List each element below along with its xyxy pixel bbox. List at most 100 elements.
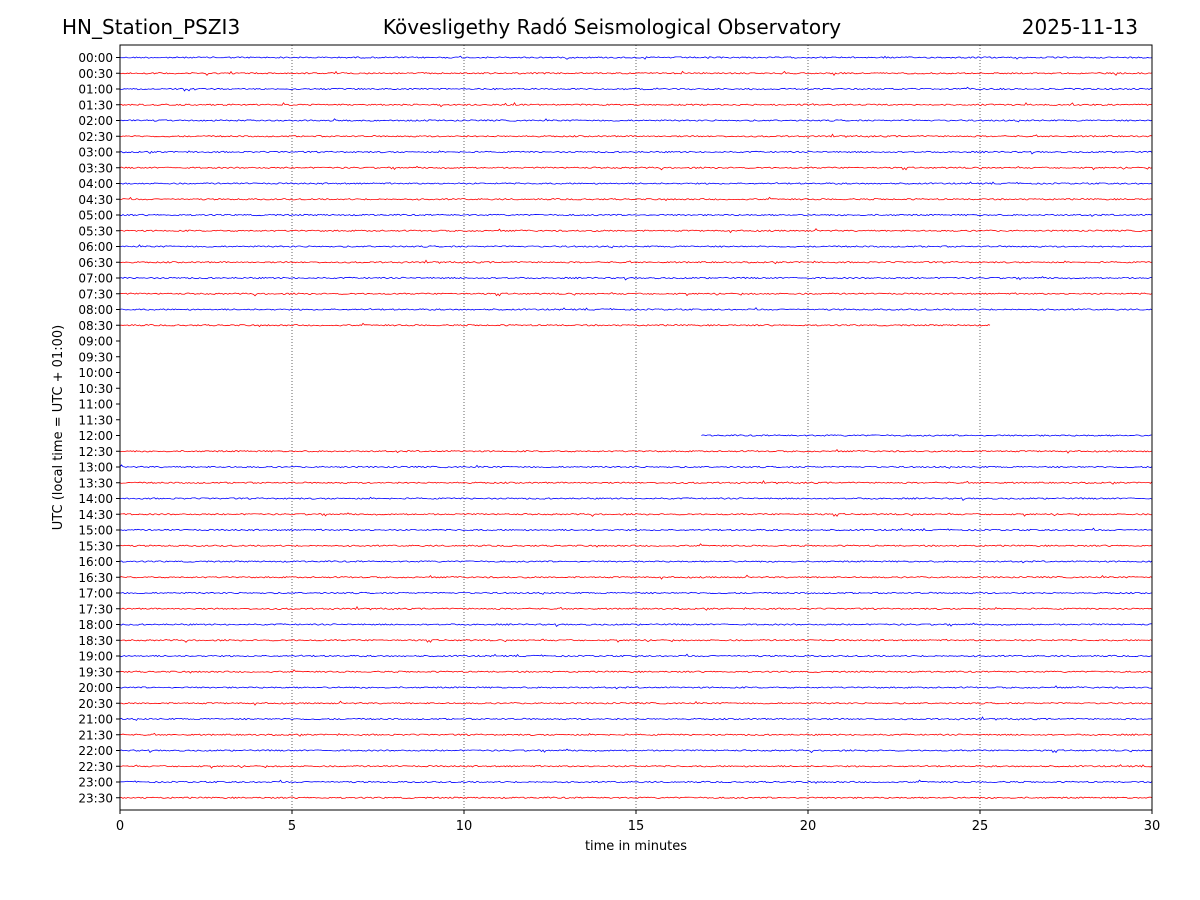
y-tick-label: 06:00 — [78, 240, 113, 254]
y-tick-label: 20:30 — [78, 697, 113, 711]
y-tick-label: 13:30 — [78, 476, 113, 490]
y-tick-label: 23:00 — [78, 776, 113, 790]
y-tick-label: 12:30 — [78, 445, 113, 459]
y-tick-label: 01:30 — [78, 98, 113, 112]
y-tick-label: 02:00 — [78, 114, 113, 128]
y-tick-label: 06:30 — [78, 256, 113, 270]
y-tick-label: 19:00 — [78, 650, 113, 664]
trace-0000 — [119, 55, 1153, 60]
trace-2000 — [119, 685, 1153, 690]
y-tick-label: 17:30 — [78, 602, 113, 616]
trace-0500 — [119, 213, 1153, 217]
y-tick-label: 22:30 — [78, 760, 113, 774]
trace-1500 — [119, 527, 1153, 532]
y-tick-label: 18:00 — [78, 618, 113, 632]
x-tick-label: 0 — [116, 819, 124, 834]
trace-2100 — [119, 716, 1153, 721]
trace-0730 — [119, 292, 1153, 297]
y-tick-label: 21:30 — [78, 728, 113, 742]
trace-1600 — [119, 560, 1153, 564]
trace-0800 — [119, 307, 1153, 311]
y-tick-label: 13:00 — [78, 461, 113, 475]
y-tick-label: 12:00 — [78, 429, 113, 443]
trace-0400 — [119, 181, 1153, 185]
trace-0700 — [119, 276, 1153, 281]
y-tick-label: 11:00 — [78, 398, 113, 412]
trace-0300 — [119, 150, 1153, 155]
y-tick-label: 01:00 — [78, 83, 113, 97]
y-tick-label: 07:00 — [78, 272, 113, 286]
x-axis: 0 5 10 15 20 25 30 — [116, 810, 1160, 834]
chart-header: HN_Station_PSZI3 Kövesligethy Radó Seism… — [0, 0, 1200, 45]
y-tick-label: 10:30 — [78, 382, 113, 396]
y-tick-label: 09:30 — [78, 350, 113, 364]
y-tick-label: 19:30 — [78, 665, 113, 679]
y-tick-label: 15:00 — [78, 524, 113, 538]
trace-1930 — [119, 669, 1153, 674]
trace-1330 — [119, 479, 1153, 485]
trace-1400 — [119, 496, 1153, 502]
y-tick-label: 05:00 — [78, 209, 113, 223]
trace-1830 — [119, 638, 1153, 643]
y-tick-label: 14:30 — [78, 508, 113, 522]
trace-0200 — [119, 118, 1153, 123]
trace-2130 — [119, 732, 1153, 737]
trace-2330 — [119, 796, 1153, 799]
y-tick-label: 00:30 — [78, 67, 113, 81]
y-tick-label: 18:30 — [78, 634, 113, 648]
y-tick-label: 04:00 — [78, 177, 113, 191]
trace-1430 — [119, 512, 1153, 517]
trace-1700 — [119, 591, 1153, 595]
y-tick-label: 07:30 — [78, 287, 113, 301]
y-tick-label: 16:30 — [78, 571, 113, 585]
y-tick-label: 02:30 — [78, 130, 113, 144]
y-tick-label: 17:00 — [78, 587, 113, 601]
y-tick-label: 11:30 — [78, 413, 113, 427]
gridlines — [291, 45, 981, 810]
trace-1900 — [119, 653, 1153, 658]
y-tick-label: 21:00 — [78, 713, 113, 727]
y-tick-label: 04:30 — [78, 193, 113, 207]
y-tick-label: 10:00 — [78, 366, 113, 380]
trace-1530 — [119, 543, 1153, 548]
y-tick-label: 05:30 — [78, 224, 113, 238]
x-axis-label: time in minutes — [585, 839, 687, 854]
trace-0830 — [119, 322, 991, 328]
y-axis-label: UTC (local time = UTC + 01:00) — [51, 325, 66, 530]
x-tick-label: 25 — [972, 819, 989, 834]
x-tick-label: 10 — [456, 819, 473, 834]
trace-0430 — [119, 196, 1153, 202]
y-tick-label: 20:00 — [78, 681, 113, 695]
trace-0030 — [119, 70, 1153, 76]
trace-1630 — [119, 574, 1153, 580]
x-tick-label: 30 — [1144, 819, 1161, 834]
traces — [119, 55, 1153, 799]
trace-0130 — [119, 101, 1153, 108]
x-tick-label: 15 — [628, 819, 645, 834]
y-tick-label: 03:30 — [78, 161, 113, 175]
y-tick-label: 03:00 — [78, 146, 113, 160]
y-tick-label: 22:00 — [78, 744, 113, 758]
y-tick-label: 08:30 — [78, 319, 113, 333]
trace-1230 — [119, 449, 1153, 454]
x-tick-label: 20 — [800, 819, 817, 834]
trace-0330 — [119, 165, 1153, 171]
trace-1730 — [119, 605, 1153, 611]
y-tick-label: 09:00 — [78, 335, 113, 349]
y-tick-label: 00:00 — [78, 51, 113, 65]
trace-2200 — [119, 748, 1153, 754]
y-tick-label: 23:30 — [78, 791, 113, 805]
trace-1300 — [119, 464, 1153, 469]
chart-date: 2025-11-13 — [1021, 15, 1138, 39]
y-tick-label: 08:00 — [78, 303, 113, 317]
x-tick-label: 5 — [288, 819, 296, 834]
station-name: HN_Station_PSZI3 — [62, 15, 241, 39]
y-tick-label: 16:00 — [78, 555, 113, 569]
trace-1800 — [119, 622, 1153, 628]
trace-0630 — [119, 259, 1153, 265]
trace-0530 — [119, 228, 1153, 234]
trace-2300 — [119, 779, 1153, 784]
trace-2030 — [119, 700, 1153, 706]
